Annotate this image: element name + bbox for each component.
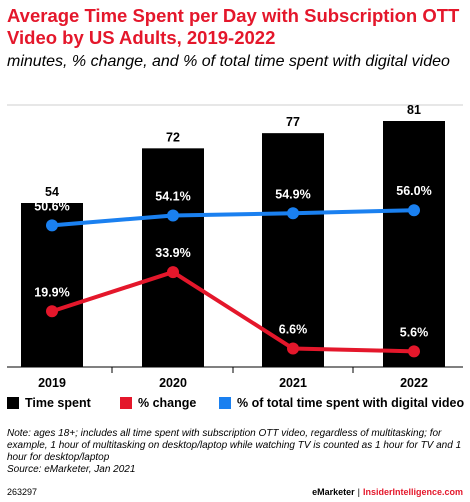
legend-swatch-share — [219, 397, 231, 409]
brand-insider-intelligence: InsiderIntelligence.com — [362, 487, 463, 497]
chart-subtitle: minutes, % change, and % of total time s… — [7, 53, 450, 70]
share-label-2020: 54.1% — [155, 190, 190, 204]
legend: Time spent % change % of total time spen… — [7, 396, 467, 414]
note-text: Note: ages 18+; includes all time spent … — [7, 428, 462, 463]
chart-id: 263297 — [7, 487, 38, 497]
share-label-2019: 50.6% — [34, 199, 69, 213]
share-point-2021 — [287, 207, 299, 220]
x-tick-label-2021: 2021 — [279, 376, 307, 390]
share-point-2020 — [167, 209, 179, 222]
share-line — [50, 208, 416, 228]
bar-2020 — [142, 148, 204, 367]
legend-label-time-spent: Time spent — [25, 396, 91, 410]
legend-item-share: % of total time spent with digital video — [219, 396, 464, 410]
bar-value-label-2020: 72 — [166, 130, 180, 144]
brand-separator: | — [357, 487, 360, 497]
brand-emarketer: eMarketer — [312, 487, 355, 497]
bar-value-label-2022: 81 — [407, 103, 421, 117]
pct-change-line — [50, 270, 416, 354]
share-point-2019 — [46, 219, 58, 232]
x-tick-label-2022: 2022 — [400, 376, 428, 390]
footnote: Note: ages 18+; includes all time spent … — [7, 428, 463, 476]
share-label-2021: 54.9% — [275, 187, 310, 201]
pct-change-point-2022 — [408, 345, 420, 358]
bar-2021 — [262, 133, 324, 367]
legend-item-pct-change: % change — [120, 396, 196, 410]
share-point-2022 — [408, 204, 420, 217]
legend-swatch-time-spent — [7, 397, 19, 409]
bar-2022 — [383, 121, 445, 367]
legend-label-pct-change: % change — [138, 396, 197, 410]
legend-item-time-spent: Time spent — [7, 396, 91, 410]
x-tick-label-2019: 2019 — [38, 376, 66, 390]
pct-change-point-2020 — [167, 266, 179, 279]
bar-value-label-2019: 54 — [45, 185, 59, 199]
bar-value-label-2021: 77 — [286, 115, 300, 129]
legend-label-share: % of total time spent with digital video — [237, 396, 465, 410]
share-label-2022: 56.0% — [396, 184, 431, 198]
pct-change-label-2019: 19.9% — [34, 285, 69, 299]
pct-change-label-2020: 33.9% — [155, 246, 190, 260]
chart-area: 54 72 77 81 19.9% 33.9% 6.6% 5.6% 50.6% 54.1% 54.9… — [7, 103, 463, 390]
legend-swatch-pct-change — [120, 397, 132, 409]
chart-title: Average Time Spent per Day with Subscrip… — [7, 5, 460, 48]
pct-change-label-2021: 6.6% — [279, 323, 308, 337]
pct-change-point-2021 — [287, 342, 299, 355]
pct-change-point-2019 — [46, 305, 58, 318]
footer-brand: eMarketer | InsiderIntelligence.com — [312, 487, 463, 497]
source-text: Source: eMarketer, Jan 2021 — [7, 464, 136, 475]
pct-change-label-2022: 5.6% — [400, 325, 429, 339]
x-tick-label-2020: 2020 — [159, 376, 187, 390]
